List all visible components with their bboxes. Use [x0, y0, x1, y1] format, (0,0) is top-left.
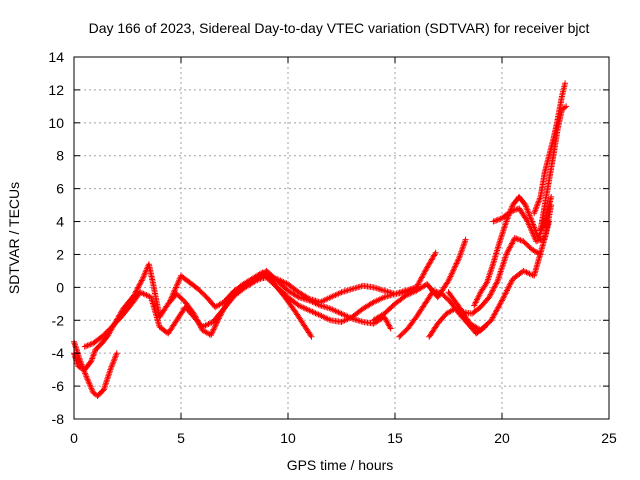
y-tick-label: -8 [52, 411, 65, 427]
y-tick-label: 4 [56, 214, 64, 230]
data-points [71, 80, 570, 399]
plot-frame [73, 56, 610, 420]
x-axis-label: GPS time / hours [287, 457, 394, 473]
x-tick-label: 5 [177, 430, 185, 446]
chart-title: Day 166 of 2023, Sidereal Day-to-day VTE… [89, 20, 590, 36]
x-tick-label: 20 [494, 430, 510, 446]
y-tick-label: -6 [52, 378, 65, 394]
series-track-10 [471, 193, 555, 309]
data-marks [426, 235, 544, 340]
data-marks [490, 205, 553, 245]
y-axis-label: SDTVAR / TECUs [6, 182, 22, 294]
x-tick-label: 15 [387, 430, 403, 446]
data-marks [531, 80, 569, 217]
x-tick-label: 0 [70, 430, 78, 446]
y-tick-label: -4 [52, 345, 65, 361]
axis-ticks: -8 -6 -4 -2 0 2 4 6 8 10 12 14 0 5 10 15 20 25 [48, 49, 617, 446]
data-marks [471, 193, 555, 309]
series-track-12 [531, 80, 569, 217]
series-track-8 [426, 235, 544, 340]
y-tick-label: 14 [48, 49, 64, 65]
series-track-4 [167, 267, 394, 332]
grid [74, 57, 609, 419]
y-tick-label: 10 [48, 115, 64, 131]
y-tick-label: 0 [56, 279, 64, 295]
data-marks [81, 272, 420, 350]
series-track-13 [537, 103, 570, 233]
series-track-3 [81, 272, 420, 350]
y-tick-label: 2 [56, 246, 64, 262]
y-tick-label: 12 [48, 82, 64, 98]
y-tick-label: 8 [56, 148, 64, 164]
series-track-6 [370, 236, 469, 324]
series-track-5 [242, 249, 439, 325]
data-marks [370, 236, 469, 324]
x-tick-label: 10 [280, 430, 296, 446]
data-marks [167, 267, 394, 332]
y-tick-label: -2 [52, 312, 65, 328]
data-marks [537, 103, 570, 233]
series-track-11 [490, 205, 553, 245]
y-tick-label: 6 [56, 181, 64, 197]
x-tick-label: 25 [601, 430, 617, 446]
data-marks [242, 249, 439, 325]
